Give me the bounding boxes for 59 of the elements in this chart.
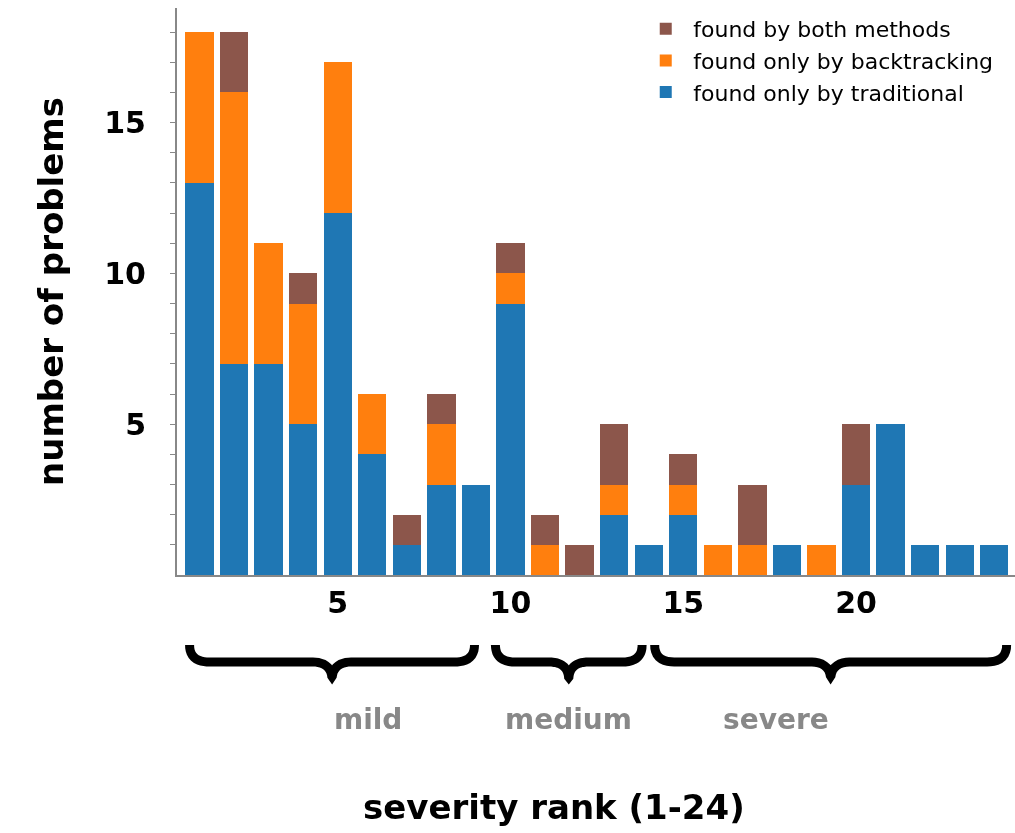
bar	[427, 394, 456, 425]
bar	[461, 484, 491, 575]
text: severity rank (1-24)	[363, 787, 745, 827]
bar	[185, 32, 214, 183]
bar	[634, 544, 663, 575]
legend-label: found only by traditional	[693, 80, 964, 106]
bar	[185, 182, 214, 575]
bar	[288, 303, 318, 425]
bar	[496, 303, 525, 575]
bar	[323, 213, 352, 575]
bar	[738, 544, 767, 575]
bar	[288, 273, 318, 304]
y-tick-label: 5	[125, 406, 146, 442]
bar	[323, 62, 352, 214]
y-axis-title: number of problems	[31, 96, 72, 487]
bar	[669, 514, 698, 575]
bar	[807, 544, 836, 575]
bar	[530, 514, 560, 545]
bar	[669, 484, 698, 515]
bar	[358, 394, 387, 455]
x-tick-label: 20	[835, 585, 877, 620]
bar	[599, 484, 629, 515]
text: mild	[334, 703, 403, 736]
bar	[841, 424, 871, 485]
bar	[496, 243, 525, 274]
bar	[427, 424, 456, 485]
x-tick-label: 5	[327, 585, 349, 620]
bar	[599, 424, 629, 485]
text: medium	[505, 703, 632, 736]
x-tick-label: 15	[662, 585, 705, 620]
bar	[910, 544, 940, 575]
bar	[703, 544, 732, 575]
bar	[669, 454, 698, 485]
bar	[980, 544, 1009, 575]
text: severe	[723, 703, 829, 736]
bar	[219, 363, 249, 575]
bar	[841, 484, 871, 575]
bar	[254, 363, 283, 575]
bar	[599, 514, 629, 575]
bar	[288, 424, 318, 575]
y-tick-label: 15	[104, 105, 146, 141]
legend-label: found by both methods	[693, 17, 951, 43]
bar	[427, 484, 456, 575]
bar	[392, 544, 421, 575]
legend-label: found only by backtracking	[693, 48, 994, 74]
x-tick-label: 10	[489, 585, 532, 620]
bar	[254, 243, 283, 364]
y-tick-label: 10	[104, 255, 146, 291]
bar	[876, 424, 905, 575]
bar	[219, 32, 249, 93]
bar	[565, 544, 594, 575]
bar	[358, 454, 387, 575]
bar	[738, 484, 767, 545]
bar	[392, 514, 421, 545]
bar	[530, 544, 560, 575]
bar	[496, 273, 525, 304]
bar	[772, 544, 802, 575]
bar	[945, 544, 974, 575]
bar	[219, 92, 249, 364]
